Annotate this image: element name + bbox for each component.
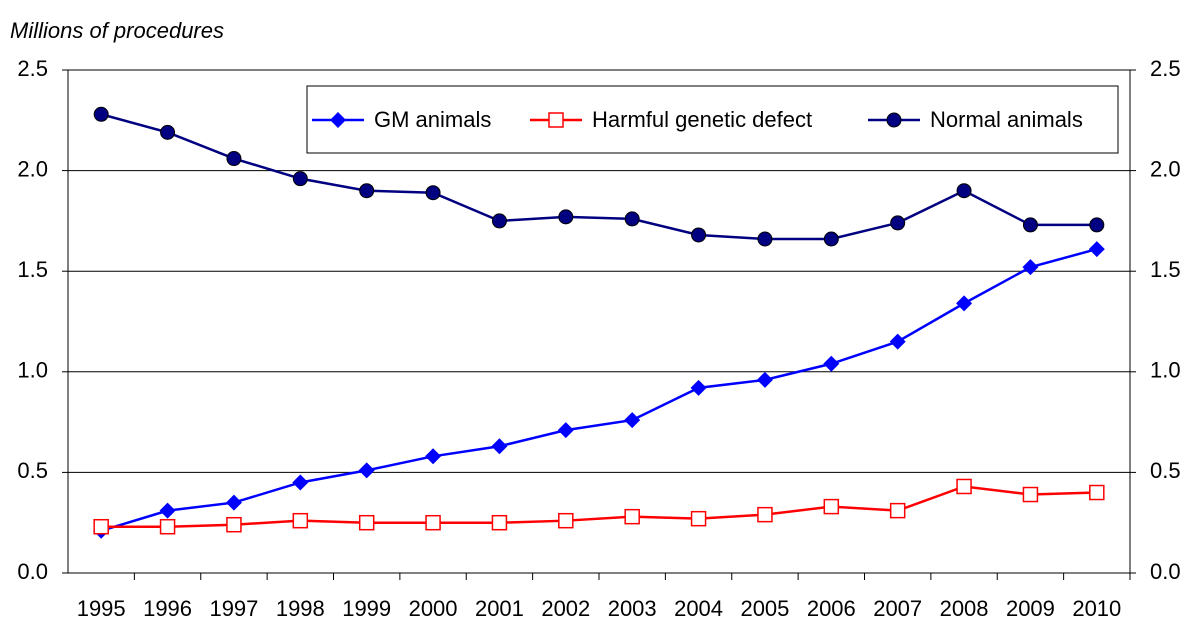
marker	[624, 211, 640, 227]
y2-tick-label: 1.0	[1150, 358, 1181, 383]
marker	[690, 510, 707, 527]
marker	[956, 478, 972, 495]
marker	[756, 371, 773, 388]
marker	[757, 506, 773, 523]
legend-label: Normal animals	[930, 107, 1083, 132]
marker	[226, 151, 242, 167]
y-axis-label: Millions of procedures	[10, 18, 224, 43]
y2-tick-label: 1.5	[1150, 257, 1181, 282]
marker	[425, 185, 441, 201]
marker	[823, 355, 840, 372]
marker	[292, 171, 308, 187]
marker	[160, 124, 176, 140]
y2-tick-label: 0.0	[1150, 559, 1181, 584]
marker	[292, 512, 309, 529]
marker	[491, 438, 508, 455]
legend-box	[306, 85, 1119, 154]
x-tick-label: 1995	[77, 596, 126, 621]
y-tick-label: 0.0	[17, 559, 48, 584]
marker	[491, 514, 508, 531]
marker	[159, 502, 176, 519]
marker	[358, 514, 375, 531]
x-tick-label: 2001	[475, 596, 524, 621]
legend-marker	[886, 112, 902, 128]
y-tick-label: 1.5	[17, 257, 48, 282]
x-tick-label: 2005	[740, 596, 789, 621]
series-line	[100, 113, 1097, 241]
marker	[159, 518, 176, 535]
marker	[1089, 484, 1105, 501]
x-tick-label: 2007	[873, 596, 922, 621]
marker	[823, 498, 840, 515]
x-tick-label: 2006	[807, 596, 856, 621]
legend-marker	[548, 112, 564, 128]
x-tick-label: 2010	[1072, 596, 1121, 621]
x-tick-label: 2009	[1006, 596, 1055, 621]
marker	[558, 512, 574, 529]
marker	[956, 183, 972, 199]
y2-tick-label: 0.5	[1150, 458, 1181, 483]
marker	[823, 231, 839, 247]
marker	[1022, 259, 1039, 276]
marker	[889, 333, 906, 350]
legend-label: Harmful genetic defect	[592, 107, 812, 132]
y-tick-label: 0.5	[17, 458, 48, 483]
x-tick-label: 1997	[209, 596, 258, 621]
x-tick-label: 2002	[541, 596, 590, 621]
marker	[690, 379, 707, 396]
y2-tick-label: 2.5	[1150, 56, 1181, 81]
x-tick-label: 2003	[608, 596, 657, 621]
marker	[292, 474, 309, 491]
marker	[624, 412, 641, 429]
y-tick-label: 2.0	[17, 156, 48, 181]
marker	[624, 508, 640, 525]
marker	[1022, 486, 1039, 503]
marker	[890, 215, 906, 231]
marker	[1022, 217, 1038, 233]
x-tick-label: 1996	[143, 596, 192, 621]
marker	[1089, 217, 1105, 233]
marker	[1088, 241, 1105, 258]
marker	[691, 227, 707, 243]
x-tick-label: 2004	[674, 596, 723, 621]
legend-label: GM animals	[374, 107, 491, 132]
y-tick-label: 2.5	[17, 56, 48, 81]
marker	[358, 462, 375, 479]
marker	[93, 106, 109, 122]
marker	[557, 422, 574, 439]
legend-marker	[330, 112, 346, 128]
marker	[425, 514, 441, 531]
marker	[757, 231, 773, 247]
marker	[359, 183, 375, 199]
x-tick-label: 1998	[276, 596, 325, 621]
marker	[956, 295, 973, 312]
marker	[889, 502, 906, 519]
marker	[93, 518, 109, 535]
marker	[425, 448, 442, 465]
marker	[558, 209, 574, 225]
x-tick-label: 1999	[342, 596, 391, 621]
y2-tick-label: 2.0	[1150, 156, 1181, 181]
y-tick-label: 1.0	[17, 358, 48, 383]
x-tick-label: 2000	[409, 596, 458, 621]
marker	[491, 213, 507, 229]
series-line	[100, 247, 1098, 532]
marker	[226, 516, 242, 533]
series-line	[101, 485, 1097, 528]
x-tick-label: 2008	[940, 596, 989, 621]
marker	[225, 494, 242, 511]
